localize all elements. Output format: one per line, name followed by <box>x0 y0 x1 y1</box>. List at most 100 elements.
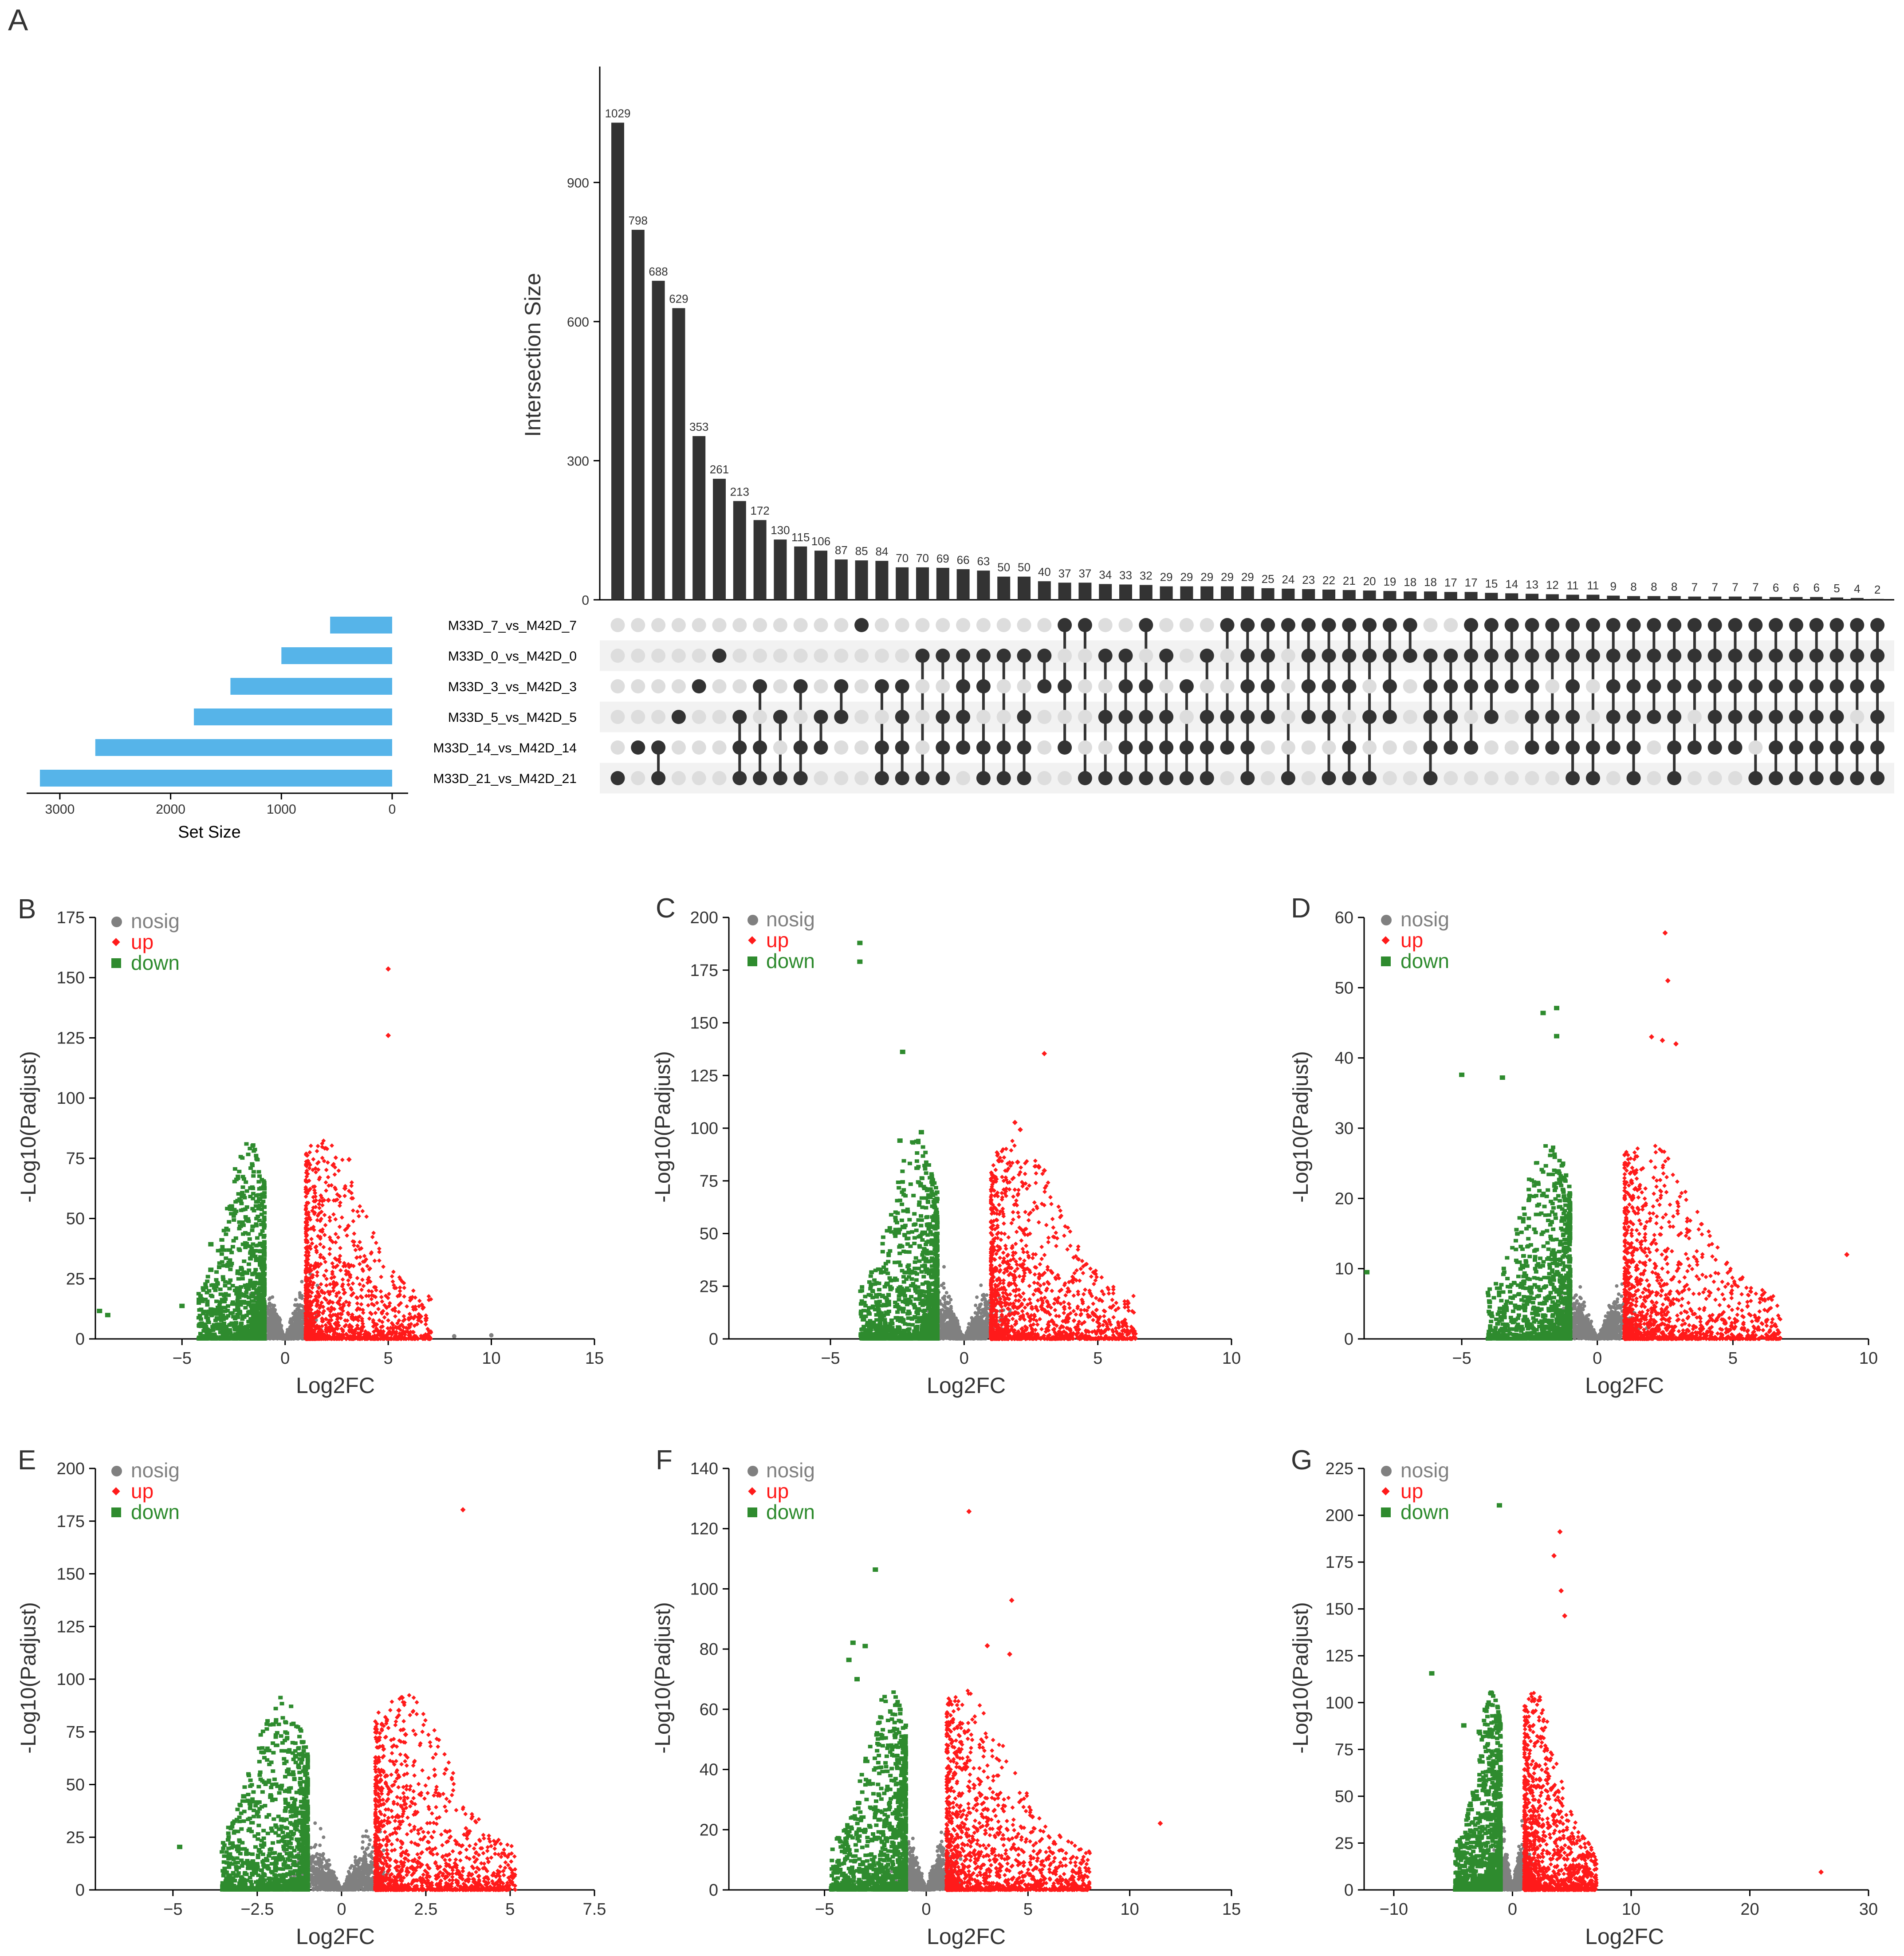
matrix-dot-filled <box>1444 710 1458 724</box>
matrix-dot-filled <box>895 740 909 755</box>
matrix-dot-filled <box>1200 740 1214 755</box>
matrix-dot-empty <box>610 679 625 693</box>
volcano-y-tick-label: 80 <box>700 1640 718 1659</box>
matrix-dot-filled <box>1769 679 1783 693</box>
volcano-x-tick-label: −5 <box>1452 1349 1471 1368</box>
matrix-dot-empty <box>1504 740 1519 755</box>
legend-nosig-marker <box>111 1466 122 1476</box>
volcano-x-tick-label: 30 <box>1859 1900 1878 1919</box>
legend-down-label: down <box>131 1500 180 1523</box>
matrix-dot-filled <box>956 710 971 724</box>
legend-down-marker <box>111 958 121 968</box>
volcano-x-tick-label: 5 <box>505 1900 515 1919</box>
intersection-bar-label: 13 <box>1526 578 1538 591</box>
matrix-dot-filled <box>753 679 767 693</box>
volcano-plot-b: -Log10(Padjust) Log2FC nosig up down 0 25… <box>17 909 604 1398</box>
matrix-dot-empty <box>671 679 686 693</box>
intersection-bar <box>956 569 970 600</box>
intersection-bar-label: 63 <box>977 555 990 568</box>
matrix-dot-empty <box>1728 771 1743 785</box>
legend-down-marker <box>1381 956 1391 966</box>
volcano-outlier-up <box>1818 1869 1824 1875</box>
matrix-dot-filled <box>1322 649 1336 663</box>
legend-up-marker <box>1381 1487 1390 1496</box>
volcano-outlier-up <box>1844 1252 1850 1257</box>
panel-label-c: C <box>656 893 676 924</box>
matrix-dot-filled <box>1484 618 1499 632</box>
volcano-e-legend: nosig up down <box>111 1459 180 1523</box>
matrix-dot-empty <box>712 710 727 724</box>
matrix-dot-empty <box>692 649 706 663</box>
intersection-bar-label: 34 <box>1099 568 1112 581</box>
matrix-dot-filled <box>1159 740 1174 755</box>
matrix-dot-filled <box>1707 649 1722 663</box>
volcano-y-tick-label: 25 <box>700 1277 718 1296</box>
matrix-dot-filled <box>1769 710 1783 724</box>
matrix-dot-filled <box>1220 740 1235 755</box>
intersection-bar <box>1099 584 1112 600</box>
legend-down-label: down <box>766 949 815 972</box>
matrix-dot-filled <box>1870 679 1885 693</box>
matrix-dot-filled <box>1707 618 1722 632</box>
matrix-dot-filled <box>1728 740 1743 755</box>
volcano-y-tick-label: 120 <box>690 1520 718 1539</box>
matrix-dot-filled <box>1382 649 1397 663</box>
volcano-x-tick-label: −5 <box>173 1349 192 1368</box>
volcano-outlier-down <box>850 1640 856 1645</box>
matrix-dot-filled <box>1707 679 1722 693</box>
matrix-dot-empty <box>732 649 747 663</box>
volcano-y-tick-label: 175 <box>690 961 718 980</box>
intersection-bar-label: 32 <box>1140 569 1153 582</box>
matrix-dot-empty <box>1017 679 1031 693</box>
intersection-bar <box>1810 597 1823 600</box>
intersection-bar-label: 70 <box>896 551 909 565</box>
legend-down-label: down <box>1400 949 1449 972</box>
matrix-dot-filled <box>1118 710 1133 724</box>
matrix-dot-empty <box>1687 710 1702 724</box>
matrix-dot-filled <box>1423 740 1438 755</box>
matrix-dot-filled <box>1504 679 1519 693</box>
volcano-x-tick-label: 0 <box>1593 1349 1602 1368</box>
intersection-bar-label: 19 <box>1383 575 1396 588</box>
matrix-dot-empty <box>1545 679 1560 693</box>
matrix-dot-filled <box>1545 710 1560 724</box>
volcano-x-tick-label: 10 <box>482 1349 500 1368</box>
intersection-y-tick-label: 300 <box>567 454 589 468</box>
matrix-dot-empty <box>1200 618 1214 632</box>
matrix-dot-filled <box>1829 618 1844 632</box>
matrix-dot-empty <box>1220 771 1235 785</box>
legend-up-label: up <box>1400 1480 1423 1503</box>
matrix-dot-empty <box>1118 618 1133 632</box>
volcano-outlier-up <box>1009 1598 1015 1603</box>
intersection-bar-label: 40 <box>1038 565 1051 579</box>
matrix-dot-empty <box>1606 771 1621 785</box>
matrix-dot-filled <box>1078 771 1092 785</box>
set-name-label: M33D_5_vs_M42D_5 <box>448 710 577 725</box>
matrix-dot-filled <box>834 679 849 693</box>
volcano-outlier-down <box>228 1204 234 1209</box>
matrix-dot-empty <box>1525 771 1539 785</box>
set-size-bar <box>39 770 393 787</box>
volcano-points-nosig <box>281 1821 402 1892</box>
intersection-bar <box>1749 596 1762 600</box>
matrix-dot-empty <box>692 740 706 755</box>
matrix-dot-filled <box>854 618 869 632</box>
matrix-dot-empty <box>631 771 645 785</box>
matrix-dot-filled <box>996 771 1011 785</box>
intersection-bar-label: 106 <box>811 535 830 548</box>
matrix-dot-filled <box>1687 618 1702 632</box>
matrix-dot-filled <box>1362 771 1377 785</box>
matrix-dot-filled <box>1220 710 1235 724</box>
intersection-bar <box>1526 594 1538 600</box>
matrix-dot-filled <box>1261 649 1275 663</box>
volcano-x-tick-label: −10 <box>1380 1900 1408 1919</box>
matrix-dot-empty <box>773 679 787 693</box>
matrix-dot-filled <box>1829 679 1844 693</box>
matrix-dot-filled <box>1667 771 1682 785</box>
matrix-dot-filled <box>1545 740 1560 755</box>
matrix-dot-empty <box>651 618 666 632</box>
matrix-dot-filled <box>1748 679 1763 693</box>
matrix-dot-filled <box>814 710 828 724</box>
matrix-dot-empty <box>1301 771 1316 785</box>
matrix-dot-empty <box>915 710 930 724</box>
